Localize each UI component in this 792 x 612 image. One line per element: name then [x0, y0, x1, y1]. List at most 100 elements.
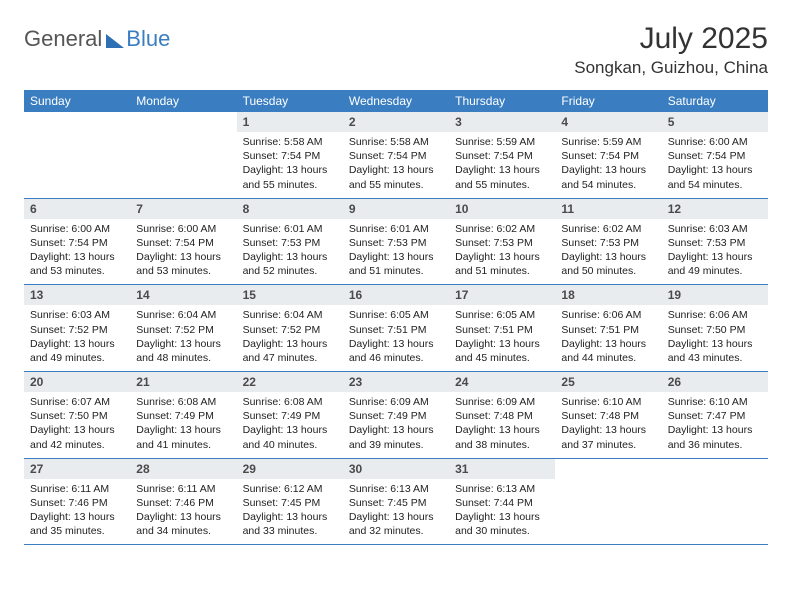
day-number-empty [555, 459, 661, 479]
day-details-empty [130, 132, 236, 190]
day-details: Sunrise: 6:08 AMSunset: 7:49 PMDaylight:… [237, 392, 343, 458]
weekday-header: Wednesday [343, 90, 449, 112]
day-details: Sunrise: 6:03 AMSunset: 7:53 PMDaylight:… [662, 219, 768, 285]
day-number: 22 [237, 372, 343, 392]
calendar-row: 20Sunrise: 6:07 AMSunset: 7:50 PMDayligh… [24, 372, 768, 459]
weekday-header: Thursday [449, 90, 555, 112]
calendar-row: 6Sunrise: 6:00 AMSunset: 7:54 PMDaylight… [24, 198, 768, 285]
calendar-cell [662, 458, 768, 545]
day-details-empty [555, 479, 661, 537]
calendar-cell: 19Sunrise: 6:06 AMSunset: 7:50 PMDayligh… [662, 285, 768, 372]
calendar-cell: 26Sunrise: 6:10 AMSunset: 7:47 PMDayligh… [662, 372, 768, 459]
day-number: 31 [449, 459, 555, 479]
day-details: Sunrise: 6:06 AMSunset: 7:50 PMDaylight:… [662, 305, 768, 371]
day-details-empty [24, 132, 130, 190]
day-details: Sunrise: 6:04 AMSunset: 7:52 PMDaylight:… [237, 305, 343, 371]
calendar-cell: 16Sunrise: 6:05 AMSunset: 7:51 PMDayligh… [343, 285, 449, 372]
day-details: Sunrise: 6:11 AMSunset: 7:46 PMDaylight:… [130, 479, 236, 545]
calendar-cell: 18Sunrise: 6:06 AMSunset: 7:51 PMDayligh… [555, 285, 661, 372]
calendar-cell: 24Sunrise: 6:09 AMSunset: 7:48 PMDayligh… [449, 372, 555, 459]
day-number-empty [662, 459, 768, 479]
calendar-cell: 5Sunrise: 6:00 AMSunset: 7:54 PMDaylight… [662, 112, 768, 198]
weekday-header: Monday [130, 90, 236, 112]
day-number: 12 [662, 199, 768, 219]
calendar-cell: 27Sunrise: 6:11 AMSunset: 7:46 PMDayligh… [24, 458, 130, 545]
month-title: July 2025 [574, 22, 768, 56]
day-details: Sunrise: 5:59 AMSunset: 7:54 PMDaylight:… [449, 132, 555, 198]
weekday-header: Tuesday [237, 90, 343, 112]
calendar-cell: 3Sunrise: 5:59 AMSunset: 7:54 PMDaylight… [449, 112, 555, 198]
day-number: 11 [555, 199, 661, 219]
day-details: Sunrise: 6:00 AMSunset: 7:54 PMDaylight:… [662, 132, 768, 198]
day-number: 8 [237, 199, 343, 219]
calendar-cell: 31Sunrise: 6:13 AMSunset: 7:44 PMDayligh… [449, 458, 555, 545]
calendar-cell: 12Sunrise: 6:03 AMSunset: 7:53 PMDayligh… [662, 198, 768, 285]
day-details: Sunrise: 6:02 AMSunset: 7:53 PMDaylight:… [449, 219, 555, 285]
day-number: 3 [449, 112, 555, 132]
day-details: Sunrise: 6:01 AMSunset: 7:53 PMDaylight:… [237, 219, 343, 285]
logo: General Blue [24, 22, 170, 52]
calendar-cell: 6Sunrise: 6:00 AMSunset: 7:54 PMDaylight… [24, 198, 130, 285]
calendar-cell [24, 112, 130, 198]
calendar-cell: 13Sunrise: 6:03 AMSunset: 7:52 PMDayligh… [24, 285, 130, 372]
day-number: 28 [130, 459, 236, 479]
weekday-header: Sunday [24, 90, 130, 112]
location-label: Songkan, Guizhou, China [574, 58, 768, 78]
day-details: Sunrise: 6:00 AMSunset: 7:54 PMDaylight:… [130, 219, 236, 285]
calendar-cell: 28Sunrise: 6:11 AMSunset: 7:46 PMDayligh… [130, 458, 236, 545]
day-details: Sunrise: 6:05 AMSunset: 7:51 PMDaylight:… [343, 305, 449, 371]
calendar-cell: 22Sunrise: 6:08 AMSunset: 7:49 PMDayligh… [237, 372, 343, 459]
day-number: 10 [449, 199, 555, 219]
calendar-cell [130, 112, 236, 198]
day-details: Sunrise: 6:13 AMSunset: 7:45 PMDaylight:… [343, 479, 449, 545]
day-number: 9 [343, 199, 449, 219]
day-details: Sunrise: 6:10 AMSunset: 7:48 PMDaylight:… [555, 392, 661, 458]
day-number: 1 [237, 112, 343, 132]
day-number: 27 [24, 459, 130, 479]
logo-text-general: General [24, 26, 102, 52]
day-number: 14 [130, 285, 236, 305]
calendar-cell: 30Sunrise: 6:13 AMSunset: 7:45 PMDayligh… [343, 458, 449, 545]
day-details: Sunrise: 6:02 AMSunset: 7:53 PMDaylight:… [555, 219, 661, 285]
day-number: 13 [24, 285, 130, 305]
title-block: July 2025 Songkan, Guizhou, China [574, 22, 768, 78]
calendar-cell: 25Sunrise: 6:10 AMSunset: 7:48 PMDayligh… [555, 372, 661, 459]
day-details: Sunrise: 6:08 AMSunset: 7:49 PMDaylight:… [130, 392, 236, 458]
calendar-cell [555, 458, 661, 545]
calendar-row: 13Sunrise: 6:03 AMSunset: 7:52 PMDayligh… [24, 285, 768, 372]
page-header: General Blue July 2025 Songkan, Guizhou,… [24, 22, 768, 78]
calendar-cell: 15Sunrise: 6:04 AMSunset: 7:52 PMDayligh… [237, 285, 343, 372]
weekday-header: Friday [555, 90, 661, 112]
day-number: 2 [343, 112, 449, 132]
calendar-cell: 7Sunrise: 6:00 AMSunset: 7:54 PMDaylight… [130, 198, 236, 285]
day-number: 18 [555, 285, 661, 305]
day-details: Sunrise: 6:04 AMSunset: 7:52 PMDaylight:… [130, 305, 236, 371]
weekday-header-row: SundayMondayTuesdayWednesdayThursdayFrid… [24, 90, 768, 112]
day-number: 25 [555, 372, 661, 392]
day-number: 26 [662, 372, 768, 392]
day-number: 21 [130, 372, 236, 392]
day-details: Sunrise: 6:07 AMSunset: 7:50 PMDaylight:… [24, 392, 130, 458]
calendar-cell: 14Sunrise: 6:04 AMSunset: 7:52 PMDayligh… [130, 285, 236, 372]
day-details: Sunrise: 6:06 AMSunset: 7:51 PMDaylight:… [555, 305, 661, 371]
day-number: 6 [24, 199, 130, 219]
calendar-cell: 20Sunrise: 6:07 AMSunset: 7:50 PMDayligh… [24, 372, 130, 459]
day-number: 19 [662, 285, 768, 305]
calendar-cell: 2Sunrise: 5:58 AMSunset: 7:54 PMDaylight… [343, 112, 449, 198]
day-number: 20 [24, 372, 130, 392]
calendar-row: 1Sunrise: 5:58 AMSunset: 7:54 PMDaylight… [24, 112, 768, 198]
day-number-empty [24, 112, 130, 132]
day-number: 5 [662, 112, 768, 132]
day-details: Sunrise: 6:01 AMSunset: 7:53 PMDaylight:… [343, 219, 449, 285]
day-number: 17 [449, 285, 555, 305]
logo-text-blue: Blue [126, 26, 170, 52]
weekday-header: Saturday [662, 90, 768, 112]
calendar-cell: 9Sunrise: 6:01 AMSunset: 7:53 PMDaylight… [343, 198, 449, 285]
calendar-cell: 21Sunrise: 6:08 AMSunset: 7:49 PMDayligh… [130, 372, 236, 459]
day-details: Sunrise: 6:13 AMSunset: 7:44 PMDaylight:… [449, 479, 555, 545]
day-details: Sunrise: 5:58 AMSunset: 7:54 PMDaylight:… [343, 132, 449, 198]
calendar-cell: 4Sunrise: 5:59 AMSunset: 7:54 PMDaylight… [555, 112, 661, 198]
day-details: Sunrise: 5:58 AMSunset: 7:54 PMDaylight:… [237, 132, 343, 198]
day-number: 24 [449, 372, 555, 392]
calendar-cell: 11Sunrise: 6:02 AMSunset: 7:53 PMDayligh… [555, 198, 661, 285]
